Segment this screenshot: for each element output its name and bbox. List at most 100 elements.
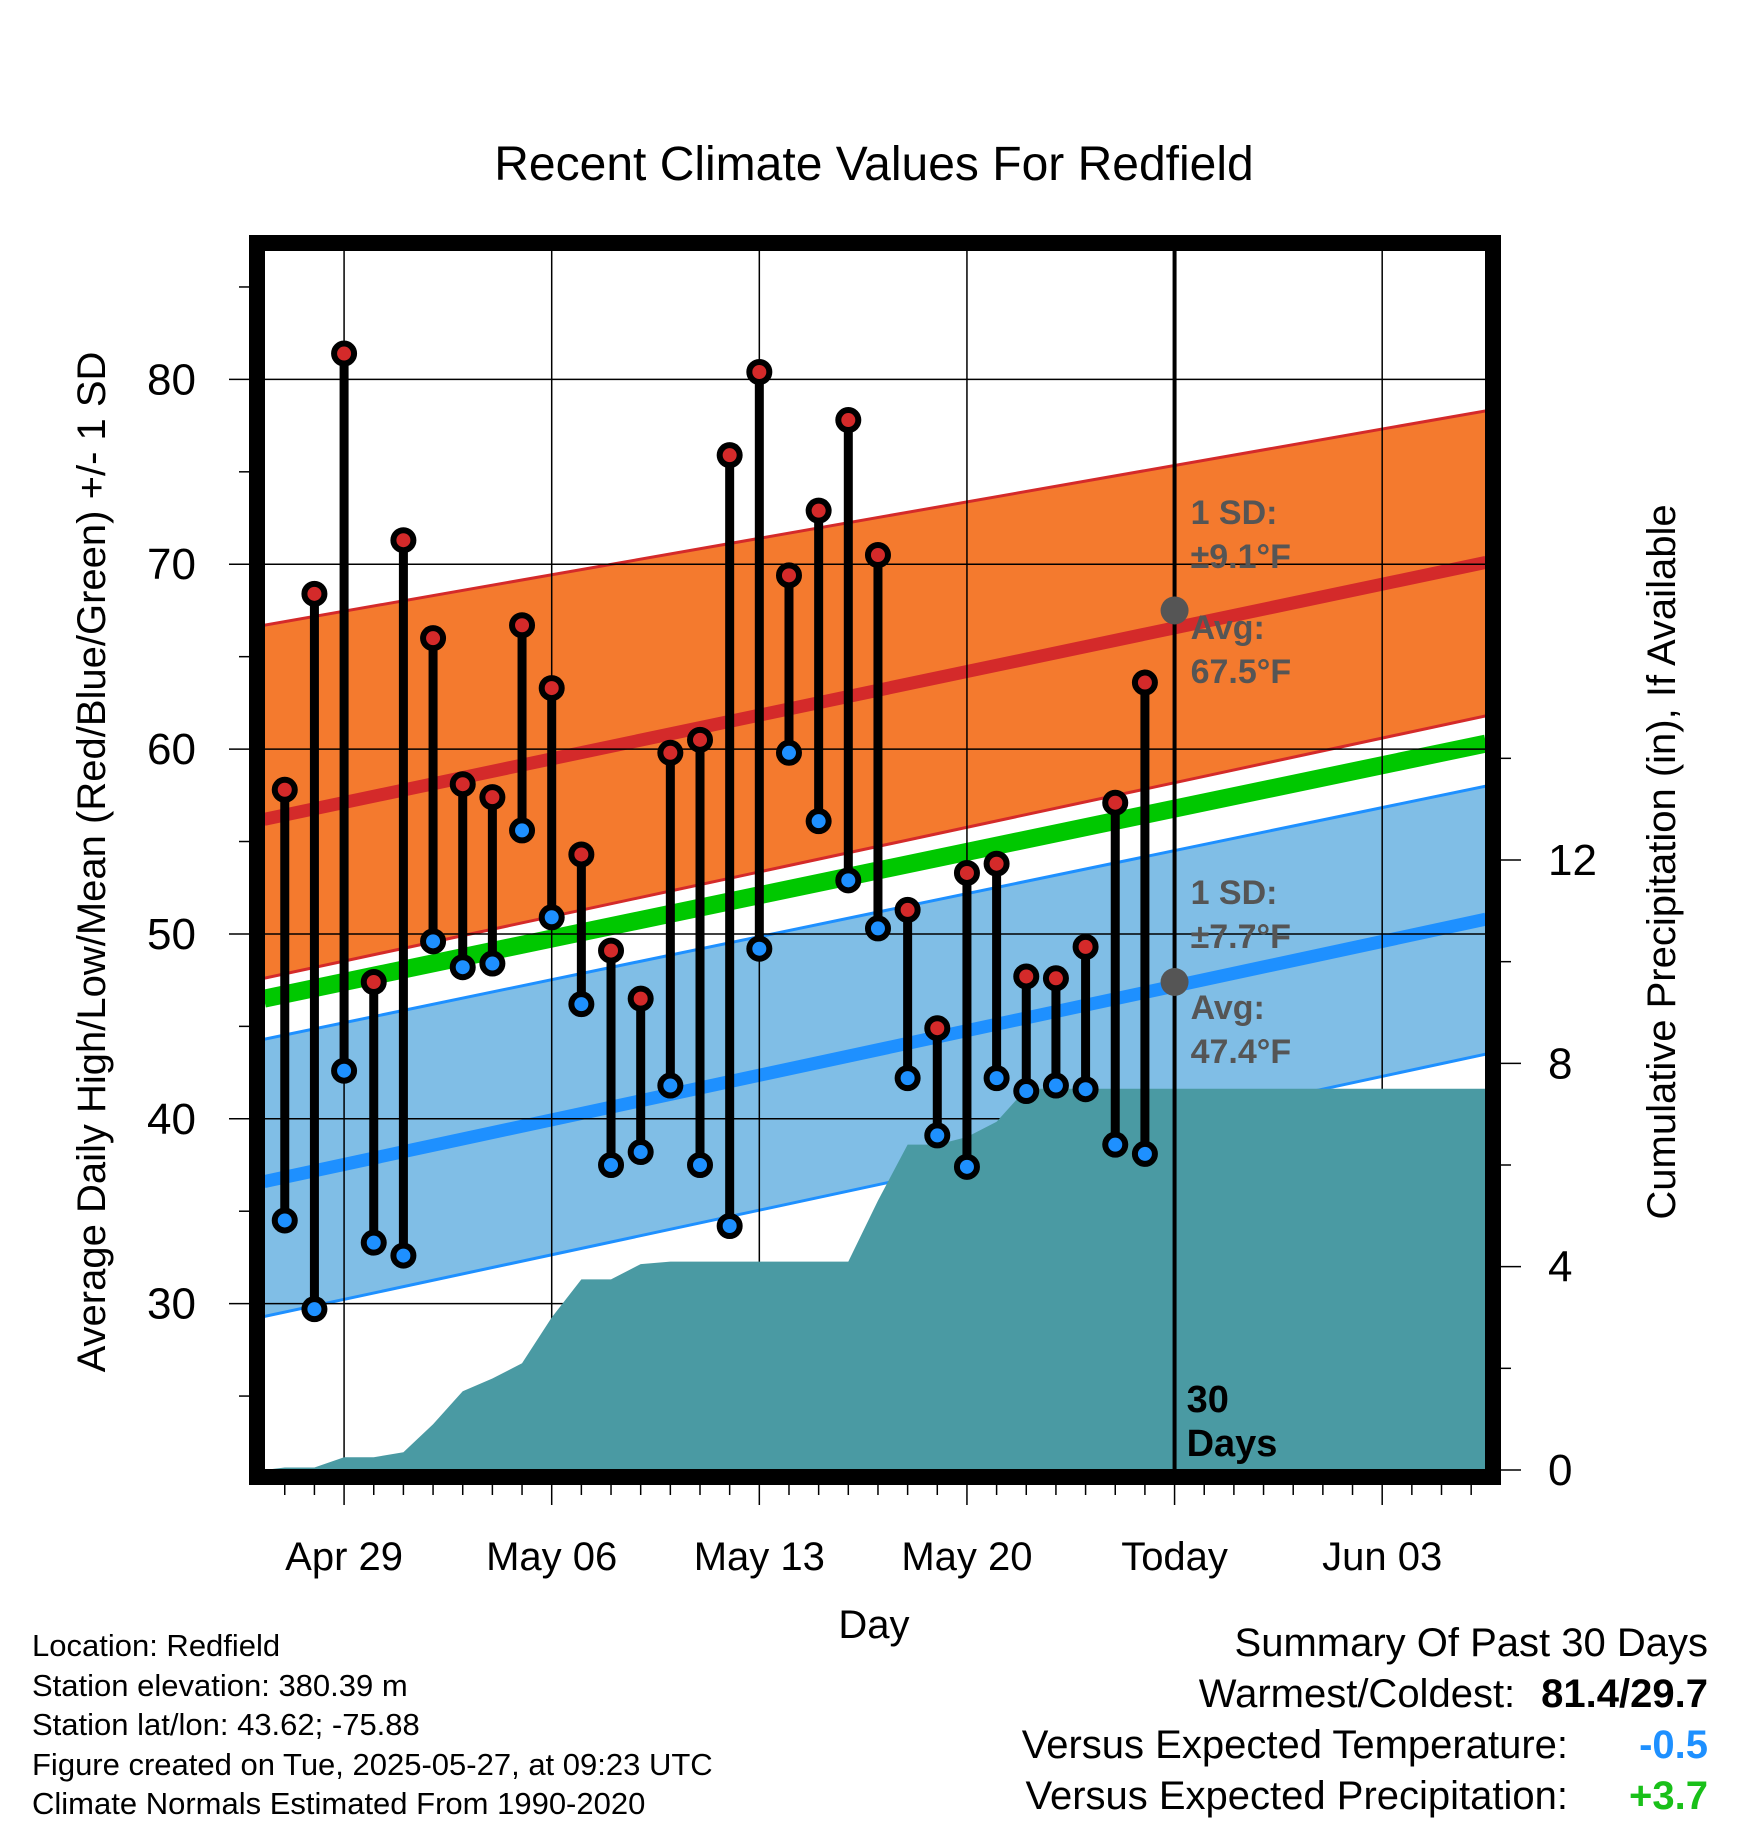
daily-high-point-23	[953, 859, 980, 886]
daily-low-point-15	[716, 1213, 743, 1239]
daily-high-point-1	[301, 580, 328, 607]
precipitation-area	[264, 1088, 1486, 1470]
daily-low-point-8	[509, 817, 536, 844]
y-tick-label-2: 50	[147, 910, 196, 959]
daily-low-point-16	[746, 935, 773, 962]
low-avg-annotation-value: 47.4°F	[1191, 1033, 1292, 1071]
daily-high-point-27	[1072, 933, 1099, 960]
precipitation-label: Versus Expected Precipitation:	[1025, 1774, 1568, 1818]
low-sd-annotation-value: ±7.7°F	[1191, 918, 1291, 956]
daily-high-point-5	[420, 625, 447, 652]
daily-low-point-0	[271, 1207, 298, 1234]
warmest-coldest-value: 81.4/29.7	[1541, 1672, 1708, 1716]
daily-low-point-19	[835, 867, 862, 894]
daily-low-point-20	[864, 915, 891, 942]
daily-high-point-17	[775, 562, 802, 589]
x-tick-label-2: May 13	[694, 1535, 825, 1579]
precipitation-value: +3.7	[1629, 1774, 1708, 1818]
y-tick-label-4: 70	[147, 540, 196, 589]
daily-low-point-28	[1102, 1131, 1129, 1158]
daily-low-point-21	[894, 1065, 921, 1092]
created-text: Figure created on Tue, 2025-05-27, at 09…	[32, 1746, 713, 1782]
low-average-line	[264, 912, 1486, 1188]
daily-low-point-17	[775, 739, 802, 766]
x-axis-label: Day	[838, 1603, 909, 1647]
y-tick-label-0: 30	[147, 1280, 196, 1329]
y2-tick-label-0: 0	[1548, 1446, 1572, 1495]
daily-high-point-21	[894, 896, 921, 923]
daily-high-point-22	[924, 1015, 951, 1042]
daily-high-point-0	[271, 776, 298, 803]
high-avg-annotation-value: 67.5°F	[1191, 653, 1292, 691]
daily-low-point-1	[301, 1296, 328, 1323]
x-tick-label-5: Jun 03	[1322, 1535, 1442, 1579]
low-avg-annotation-title: Avg:	[1191, 989, 1265, 1027]
station-info: Location: Redfield Station elevation: 38…	[32, 1626, 713, 1824]
daily-low-point-10	[568, 991, 595, 1018]
daily-high-point-24	[983, 850, 1010, 877]
today-low-average-dot	[1160, 968, 1189, 996]
daily-high-point-4	[390, 527, 417, 554]
plot-frame-border	[249, 235, 1501, 1485]
elevation-text: Station elevation: 380.39 m	[32, 1667, 408, 1703]
daily-low-point-24	[983, 1065, 1010, 1092]
daily-high-point-28	[1102, 789, 1129, 816]
today-days-label: 30 Days	[1187, 1379, 1278, 1465]
daily-high-point-16	[746, 359, 773, 385]
cumulative-precipitation-area	[264, 1088, 1486, 1470]
daily-high-point-10	[568, 841, 595, 868]
summary-precipitation: Versus Expected Precipitation: +3.7	[1022, 1771, 1708, 1822]
temperature-label: Versus Expected Temperature:	[1021, 1723, 1568, 1767]
warmest-coldest-label: Warmest/Coldest:	[1198, 1672, 1516, 1716]
daily-high-point-11	[598, 937, 625, 964]
summary-warmest-coldest: Warmest/Coldest: 81.4/29.7	[1022, 1669, 1708, 1720]
daily-high-point-6	[449, 771, 476, 798]
summary-panel: Summary Of Past 30 Days Warmest/Coldest:…	[1022, 1618, 1708, 1822]
x-tick-label-1: May 06	[486, 1535, 617, 1579]
high-sd-annotation-title: 1 SD:	[1191, 494, 1278, 532]
daily-low-point-18	[805, 808, 832, 835]
daily-high-point-8	[509, 612, 536, 639]
location-text: Location: Redfield	[32, 1628, 281, 1663]
daily-low-point-25	[1013, 1078, 1040, 1105]
y-axis-label: Average Daily High/Low/Mean (Red/Blue/Gr…	[70, 352, 114, 1373]
y-tick-label-5: 80	[147, 355, 196, 404]
daily-low-point-26	[1042, 1072, 1069, 1099]
daily-low-point-7	[479, 950, 506, 977]
today-days-label-line-0: 30	[1187, 1379, 1229, 1421]
latlon-text: Station lat/lon: 43.62; -75.88	[32, 1707, 420, 1742]
x-tick-label-0: Apr 29	[285, 1535, 403, 1579]
summary-temperature: Versus Expected Temperature: -0.5	[1022, 1720, 1708, 1771]
high-avg-annotation-title: Avg:	[1191, 609, 1265, 647]
y2-tick-label-2: 8	[1548, 1039, 1572, 1088]
today-marker: 30 Days	[1172, 250, 1278, 1470]
daily-low-point-11	[598, 1152, 625, 1178]
summary-title: Summary Of Past 30 Days	[1234, 1621, 1708, 1665]
y2-tick-label-1: 4	[1548, 1243, 1572, 1292]
daily-low-point-5	[420, 928, 447, 955]
daily-high-point-26	[1042, 965, 1069, 992]
daily-low-point-3	[360, 1229, 387, 1256]
temperature-value: -0.5	[1639, 1723, 1708, 1767]
daily-low-point-14	[687, 1152, 714, 1178]
daily-low-point-29	[1131, 1140, 1158, 1167]
daily-low-point-4	[390, 1242, 417, 1269]
chart-title: Recent Climate Values For Redfield	[494, 138, 1253, 191]
y-tick-label-1: 40	[147, 1095, 196, 1144]
daily-high-point-7	[479, 784, 506, 811]
plot-frame	[249, 235, 1501, 1485]
daily-high-point-15	[716, 442, 743, 469]
y2-axis-label: Cumulative Precipitation (in), If Availa…	[1640, 504, 1684, 1219]
low-sd-annotation-title: 1 SD:	[1191, 874, 1278, 912]
daily-low-point-13	[657, 1072, 684, 1099]
daily-high-point-20	[864, 542, 891, 568]
daily-low-point-6	[449, 954, 476, 981]
daily-high-point-2	[331, 340, 358, 367]
y-tick-label-3: 60	[147, 725, 196, 774]
today-days-label-line-1: Days	[1187, 1423, 1278, 1465]
daily-high-point-12	[627, 985, 654, 1012]
normal-annotations: 1 SD: ±9.1°F Avg: 67.5°F 1 SD: ±7.7°F Avg: 47.4…	[1160, 494, 1292, 1071]
daily-low-point-2	[331, 1057, 358, 1084]
today-high-average-dot	[1160, 596, 1189, 625]
y2-tick-label-3: 12	[1548, 836, 1597, 885]
